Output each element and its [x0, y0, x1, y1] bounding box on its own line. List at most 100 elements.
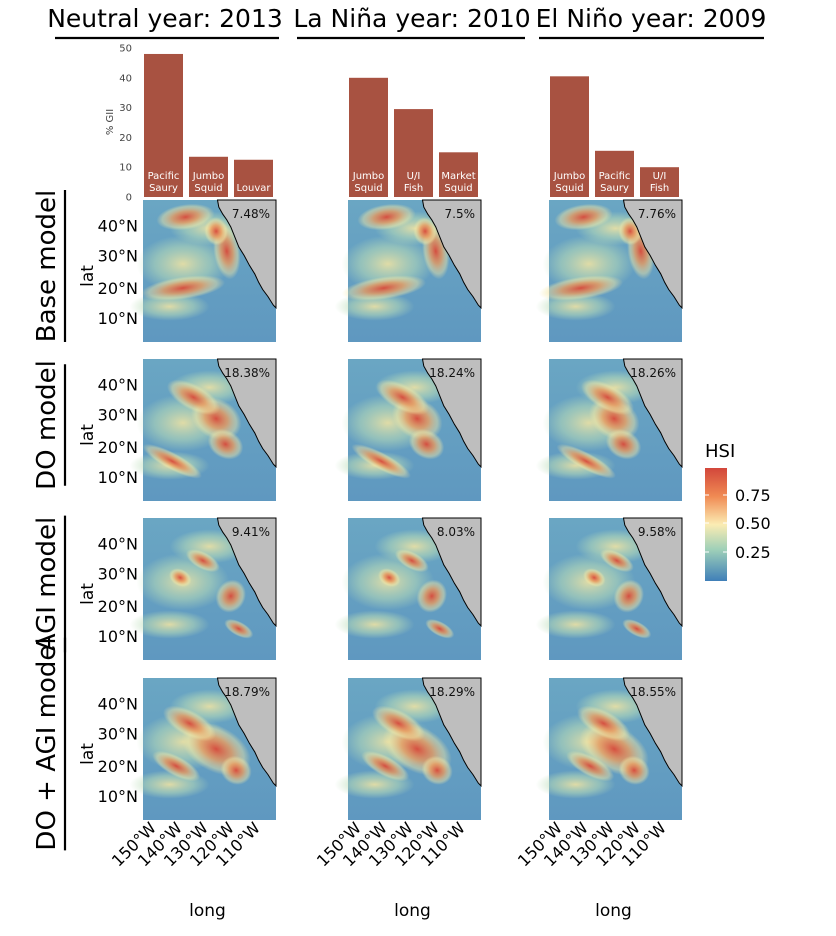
bar — [550, 76, 589, 197]
lat-tick-label: 30°N — [98, 564, 138, 583]
bar-label: Fish — [404, 183, 423, 194]
land-mass — [622, 517, 683, 628]
lon-axis-title: long — [595, 901, 632, 921]
lat-tick-label: 20°N — [98, 279, 138, 298]
habitat-hotspot — [538, 275, 624, 301]
habitat-hotspot — [622, 618, 652, 639]
habitat-percentage: 7.5% — [445, 207, 476, 221]
habitat-percentage: 7.76% — [638, 207, 676, 221]
land-mass — [622, 677, 683, 788]
habitat-hotspot — [605, 428, 642, 460]
bar-label: Jumbo — [553, 171, 586, 182]
bar-ylabel: % GII — [105, 109, 116, 135]
habitat-hotspot — [413, 217, 438, 246]
bar-label: Pacific — [148, 171, 180, 182]
habitat-map: 18.38% — [129, 358, 277, 501]
habitat-map: 9.41% — [129, 517, 277, 660]
habitat-map: 8.03% — [334, 517, 482, 660]
bar-label: Fish — [650, 183, 669, 194]
land-mass — [216, 677, 277, 788]
habitat-hotspot — [140, 275, 226, 301]
habitat-hotspot — [377, 568, 401, 588]
habitat-hotspot — [152, 750, 201, 782]
habitat-map: 9.58% — [535, 517, 683, 660]
row-title: DO + AGI model — [32, 637, 62, 850]
habitat-hotspot — [167, 379, 221, 416]
column-title: El Niño year: 2009 — [536, 4, 767, 33]
habitat-hotspot — [580, 379, 635, 416]
bar-label: Squid — [444, 183, 472, 194]
habitat-hotspot — [357, 203, 416, 231]
bar-ytick-label: 40 — [119, 73, 132, 84]
land-mass — [216, 199, 277, 310]
bar-ytick-label: 20 — [119, 133, 132, 144]
habitat-hotspot — [376, 379, 430, 416]
habitat-map: 18.29% — [334, 677, 482, 820]
lat-tick-label: 30°N — [98, 724, 138, 743]
habitat-band — [535, 610, 616, 639]
habitat-band — [129, 610, 210, 639]
habitat-hotspot — [215, 579, 246, 613]
lat-tick-label: 30°N — [98, 405, 138, 424]
bar-ytick-label: 30 — [119, 103, 132, 114]
lat-tick-label: 20°N — [98, 597, 138, 616]
row-title: DO model — [32, 360, 62, 490]
habitat-hotspot — [207, 428, 244, 460]
lat-tick-label: 40°N — [98, 217, 138, 236]
habitat-percentage: 8.03% — [437, 525, 475, 539]
bar-label: Pacific — [599, 171, 631, 182]
habitat-map: 18.26% — [535, 358, 683, 501]
habitat-hotspot — [168, 568, 192, 588]
bar-ytick-label: 50 — [119, 44, 132, 55]
habitat-percentage: 18.38% — [224, 366, 270, 380]
bar-label: U/I — [653, 171, 667, 182]
land-mass — [622, 358, 683, 469]
habitat-percentage: 18.26% — [630, 366, 676, 380]
bar-label: U/I — [407, 171, 421, 182]
bar — [439, 152, 478, 197]
habitat-hotspot — [566, 750, 615, 782]
bar-label: Saury — [149, 183, 178, 194]
habitat-hotspot — [618, 755, 650, 785]
habitat-hotspot — [163, 705, 217, 742]
land-mass — [622, 199, 683, 310]
bar — [144, 53, 183, 198]
bar-label: Squid — [555, 183, 583, 194]
column-title: La Niña year: 2010 — [293, 4, 530, 33]
legend-title: HSI — [705, 441, 735, 462]
bar-label: Jumbo — [192, 171, 225, 182]
habitat-percentage: 18.79% — [224, 685, 270, 699]
lat-tick-label: 20°N — [98, 438, 138, 457]
legend-tick-label: 0.75 — [735, 486, 771, 505]
bar — [189, 156, 228, 197]
habitat-percentage: 7.48% — [232, 207, 270, 221]
bar — [349, 77, 388, 197]
lat-tick-label: 20°N — [98, 757, 138, 776]
habitat-hotspot — [577, 705, 631, 742]
habitat-hotspot — [582, 568, 606, 588]
column-title: Neutral year: 2013 — [47, 4, 283, 33]
land-mass — [216, 517, 277, 628]
bar — [234, 159, 273, 197]
lat-tick-label: 40°N — [98, 695, 138, 714]
land-mass — [421, 677, 482, 788]
lat-axis-title: lat — [78, 583, 98, 605]
habitat-percentage: 18.24% — [429, 366, 475, 380]
bar-label: Squid — [354, 183, 382, 194]
lat-tick-label: 10°N — [98, 627, 138, 646]
habitat-hotspot — [599, 549, 634, 573]
bar — [595, 150, 634, 197]
habitat-percentage: 9.58% — [638, 525, 676, 539]
bar-label: Market — [441, 171, 475, 182]
row-title: Base model — [32, 190, 62, 343]
habitat-hotspot — [361, 750, 410, 782]
land-mass — [421, 358, 482, 469]
habitat-map: 7.76% — [535, 199, 683, 342]
habitat-hotspot — [185, 549, 220, 573]
lat-tick-label: 10°N — [98, 309, 138, 328]
bar-ytick-label: 0 — [126, 193, 132, 204]
land-mass — [421, 199, 482, 310]
habitat-map: 7.5% — [334, 199, 482, 342]
lat-axis-title: lat — [78, 424, 98, 446]
